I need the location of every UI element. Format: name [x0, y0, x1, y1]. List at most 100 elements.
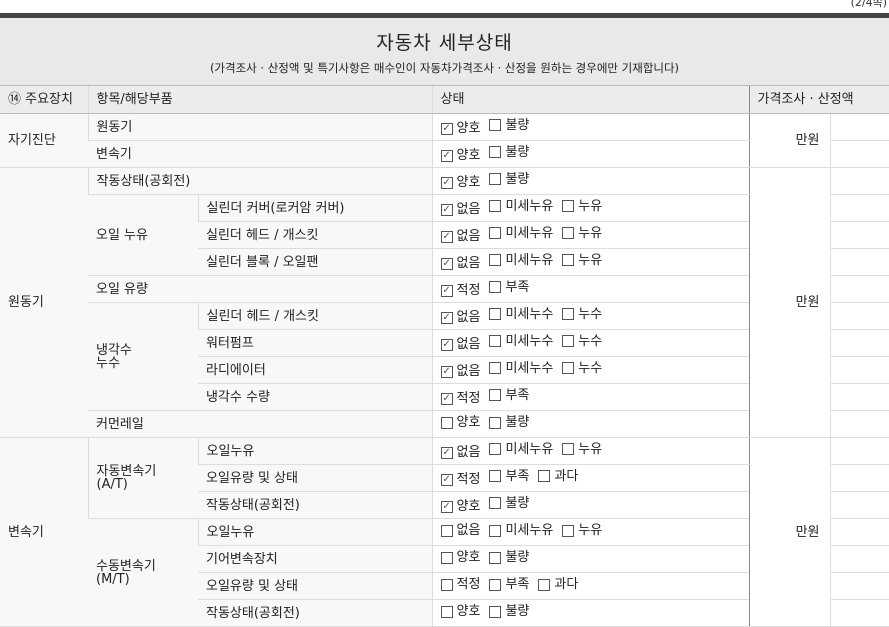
status-option[interactable]: ✓ 없음: [440, 338, 480, 351]
status-option[interactable]: 미세누유: [489, 443, 553, 456]
status-option[interactable]: 미세누수: [489, 335, 553, 348]
status-option[interactable]: 미세누유: [489, 254, 553, 267]
checkbox-unchecked[interactable]: [562, 443, 575, 456]
checkbox-unchecked[interactable]: [440, 578, 453, 591]
checkbox-unchecked[interactable]: [562, 200, 575, 213]
checkbox-unchecked[interactable]: [489, 308, 502, 321]
checkbox-unchecked[interactable]: [562, 362, 575, 375]
remark-cell[interactable]: [829, 329, 889, 357]
checkbox-checked[interactable]: ✓: [440, 257, 453, 270]
status-option[interactable]: ✓ 없음: [440, 446, 480, 459]
status-option[interactable]: ✓ 양호: [440, 122, 480, 135]
remark-cell[interactable]: [829, 248, 889, 276]
checkbox-unchecked[interactable]: [562, 335, 575, 348]
remark-cell[interactable]: [829, 302, 889, 330]
status-option[interactable]: 부족: [489, 470, 529, 483]
remark-cell[interactable]: [829, 356, 889, 384]
checkbox-unchecked[interactable]: [440, 605, 453, 618]
status-option[interactable]: 부족: [489, 389, 529, 402]
remark-cell[interactable]: [829, 194, 889, 222]
checkbox-unchecked[interactable]: [489, 254, 502, 267]
remark-cell[interactable]: [829, 140, 889, 168]
status-option[interactable]: 적정: [440, 578, 480, 591]
status-option[interactable]: ✓ 양호: [440, 149, 480, 162]
status-option[interactable]: ✓ 적정: [440, 473, 480, 486]
checkbox-unchecked[interactable]: [489, 578, 502, 591]
status-option[interactable]: 없음: [440, 524, 480, 537]
checkbox-checked[interactable]: ✓: [440, 338, 453, 351]
checkbox-checked[interactable]: ✓: [440, 122, 453, 135]
status-option[interactable]: ✓ 없음: [440, 257, 480, 270]
status-option[interactable]: 양호: [440, 551, 480, 564]
checkbox-checked[interactable]: ✓: [440, 284, 453, 297]
remark-cell[interactable]: [829, 383, 889, 411]
checkbox-unchecked[interactable]: [489, 281, 502, 294]
remark-cell[interactable]: [829, 464, 889, 492]
remark-cell[interactable]: [829, 572, 889, 600]
status-option[interactable]: 부족: [489, 281, 529, 294]
checkbox-unchecked[interactable]: [538, 578, 551, 591]
checkbox-unchecked[interactable]: [440, 416, 453, 429]
status-option[interactable]: 불량: [489, 605, 529, 618]
status-option[interactable]: 미세누수: [489, 308, 553, 321]
status-option[interactable]: 불량: [489, 119, 529, 132]
status-option[interactable]: 누수: [562, 335, 602, 348]
status-option[interactable]: ✓ 없음: [440, 311, 480, 324]
checkbox-unchecked[interactable]: [489, 119, 502, 132]
checkbox-unchecked[interactable]: [562, 227, 575, 240]
checkbox-unchecked[interactable]: [562, 308, 575, 321]
status-option[interactable]: 누유: [562, 254, 602, 267]
status-option[interactable]: 불량: [489, 416, 529, 429]
status-option[interactable]: ✓ 양호: [440, 176, 480, 189]
remark-cell[interactable]: [829, 410, 889, 438]
status-option[interactable]: ✓ 적정: [440, 392, 480, 405]
remark-cell[interactable]: [829, 167, 889, 195]
status-option[interactable]: 불량: [489, 173, 529, 186]
status-option[interactable]: 누유: [562, 200, 602, 213]
status-option[interactable]: 불량: [489, 551, 529, 564]
price-cell[interactable]: 만원: [748, 113, 831, 168]
checkbox-unchecked[interactable]: [440, 524, 453, 537]
remark-cell[interactable]: [829, 221, 889, 249]
status-option[interactable]: 과다: [538, 470, 578, 483]
checkbox-checked[interactable]: ✓: [440, 500, 453, 513]
status-option[interactable]: 부족: [489, 578, 529, 591]
checkbox-unchecked[interactable]: [489, 524, 502, 537]
status-option[interactable]: 미세누유: [489, 227, 553, 240]
price-cell[interactable]: 만원: [748, 167, 831, 438]
checkbox-unchecked[interactable]: [489, 227, 502, 240]
status-option[interactable]: 미세누유: [489, 524, 553, 537]
remark-cell[interactable]: [829, 275, 889, 303]
status-option[interactable]: 과다: [538, 578, 578, 591]
checkbox-unchecked[interactable]: [538, 470, 551, 483]
status-option[interactable]: 미세누유: [489, 200, 553, 213]
checkbox-checked[interactable]: ✓: [440, 473, 453, 486]
status-option[interactable]: 양호: [440, 605, 480, 618]
remark-cell[interactable]: [829, 599, 889, 627]
checkbox-unchecked[interactable]: [489, 416, 502, 429]
status-option[interactable]: ✓ 적정: [440, 284, 480, 297]
checkbox-unchecked[interactable]: [489, 443, 502, 456]
status-option[interactable]: 누유: [562, 227, 602, 240]
status-option[interactable]: 불량: [489, 497, 529, 510]
checkbox-unchecked[interactable]: [562, 524, 575, 537]
checkbox-unchecked[interactable]: [489, 335, 502, 348]
checkbox-checked[interactable]: ✓: [440, 230, 453, 243]
checkbox-checked[interactable]: ✓: [440, 365, 453, 378]
status-option[interactable]: 불량: [489, 146, 529, 159]
status-option[interactable]: ✓ 없음: [440, 203, 480, 216]
checkbox-unchecked[interactable]: [489, 362, 502, 375]
checkbox-unchecked[interactable]: [489, 497, 502, 510]
remark-cell[interactable]: [829, 113, 889, 141]
checkbox-unchecked[interactable]: [489, 173, 502, 186]
status-option[interactable]: 누유: [562, 443, 602, 456]
checkbox-unchecked[interactable]: [489, 200, 502, 213]
checkbox-unchecked[interactable]: [489, 605, 502, 618]
remark-cell[interactable]: [829, 518, 889, 546]
checkbox-checked[interactable]: ✓: [440, 311, 453, 324]
checkbox-checked[interactable]: ✓: [440, 446, 453, 459]
status-option[interactable]: 누수: [562, 362, 602, 375]
checkbox-unchecked[interactable]: [489, 470, 502, 483]
status-option[interactable]: 누수: [562, 308, 602, 321]
status-option[interactable]: ✓ 없음: [440, 365, 480, 378]
